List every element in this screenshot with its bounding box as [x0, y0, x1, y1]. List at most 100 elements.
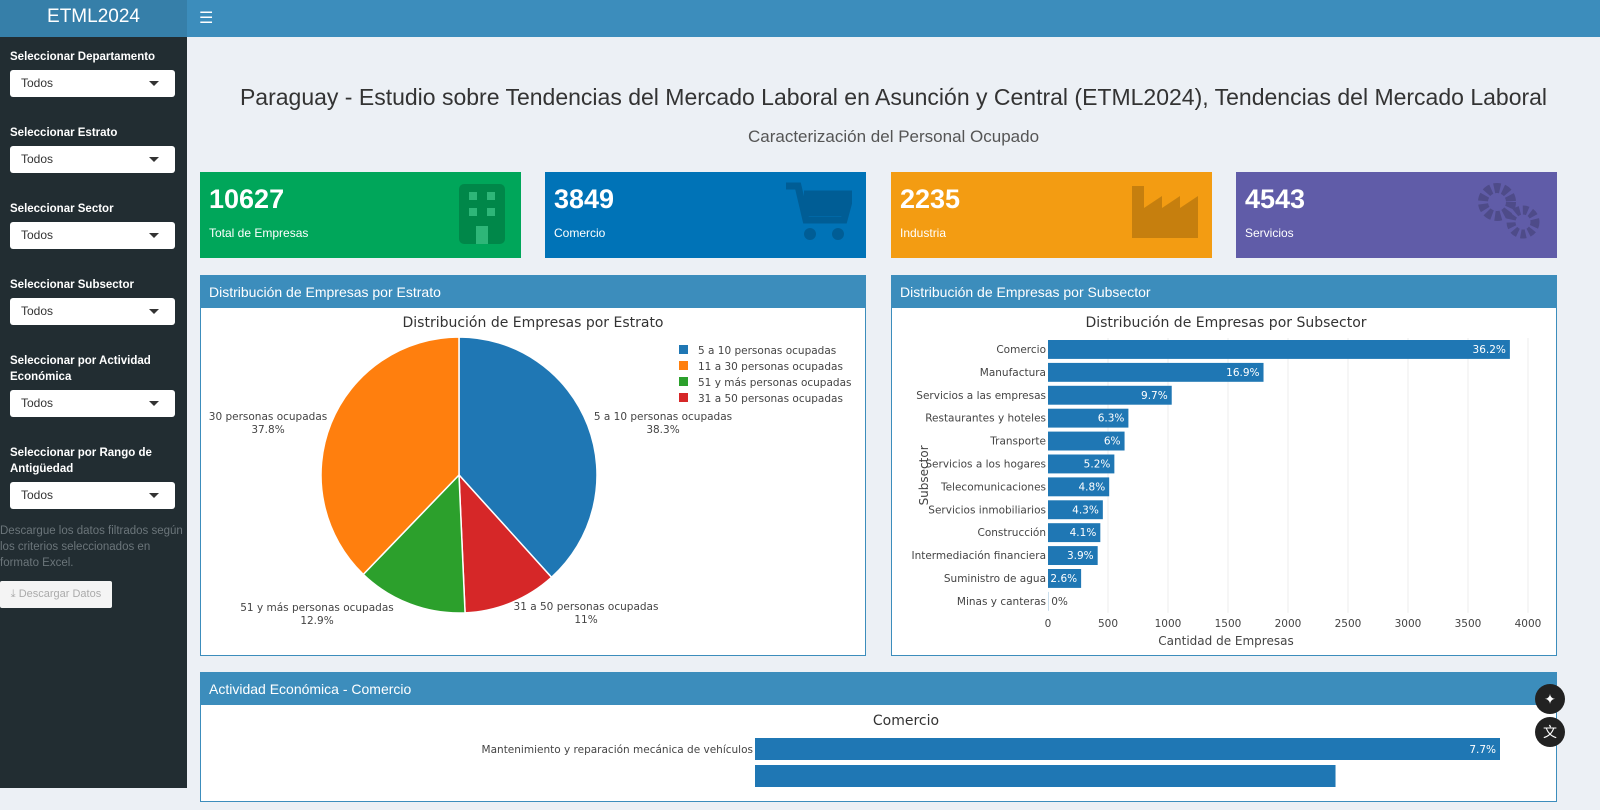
menu-toggle-icon[interactable]: ☰: [199, 8, 213, 28]
x-tick-label: 2500: [1335, 618, 1362, 630]
bar-label: 6.3%: [1098, 413, 1125, 425]
chart-title: Comercio: [873, 713, 939, 729]
value-box-label: Servicios: [1245, 226, 1294, 240]
filter-label: Seleccionar Departamento: [10, 49, 177, 65]
filter-label: Seleccionar Subsector: [10, 277, 177, 293]
x-tick-label: 2000: [1275, 618, 1302, 630]
y-tick-label: Mantenimiento y reparación mecánica de v…: [482, 744, 753, 756]
cart-icon: [786, 182, 852, 247]
industry-icon: [1132, 182, 1198, 243]
y-tick-label: Transporte: [989, 436, 1046, 448]
filter-select[interactable]: Todos: [10, 482, 175, 509]
bar-label: 16.9%: [1226, 367, 1259, 379]
value-box-label: Industria: [900, 226, 946, 240]
filter-label: Seleccionar por Actividad Económica: [10, 353, 177, 385]
bar-label: 7.7%: [1469, 744, 1496, 756]
filter-select[interactable]: Todos: [10, 146, 175, 173]
legend-entry: 5 a 10 personas ocupadas: [698, 345, 836, 357]
bar: [755, 738, 1500, 760]
y-tick-label: Comercio: [996, 344, 1046, 356]
bar-label: 6%: [1104, 436, 1121, 448]
legend-swatch: [679, 345, 688, 354]
y-axis-title: Subsector: [917, 445, 931, 505]
x-tick-label: 3000: [1395, 618, 1422, 630]
bar-label: 4.3%: [1072, 504, 1099, 516]
y-tick-label: Minas y canteras: [957, 596, 1046, 608]
legend-swatch: [679, 361, 688, 370]
filter-label: Seleccionar Estrato: [10, 125, 177, 141]
slice-percent: 12.9%: [300, 615, 333, 627]
translate-button[interactable]: 文: [1535, 717, 1565, 747]
bar-label: 4.8%: [1079, 481, 1106, 493]
bar: [755, 765, 1336, 787]
comercio-bar-chart: Comercio Mantenimiento y reparación mecán…: [201, 705, 1556, 805]
value-box: 10627 Total de Empresas: [200, 172, 521, 258]
page-title: Paraguay - Estudio sobre Tendencias del …: [187, 84, 1600, 111]
download-icon: ⤓: [11, 588, 19, 600]
bar-label: 9.7%: [1141, 390, 1168, 402]
y-tick-label: Servicios a los hogares: [925, 459, 1046, 471]
bar-label: 3.9%: [1067, 550, 1094, 562]
app-logo[interactable]: ETML2024: [0, 0, 187, 37]
legend-entry: 51 y más personas ocupadas: [698, 377, 851, 389]
value-box-number: 2235: [900, 184, 960, 215]
filter-select[interactable]: Todos: [10, 390, 175, 417]
y-tick-label: Construcción: [977, 527, 1046, 539]
slice-label: 31 a 50 personas ocupadas: [514, 601, 659, 613]
legend-swatch: [679, 393, 688, 402]
filter-label: Seleccionar por Rango de Antigüedad: [10, 445, 177, 477]
legend-entry: 31 a 50 personas ocupadas: [698, 393, 843, 405]
x-tick-label: 4000: [1515, 618, 1542, 630]
panel-title: Distribución de Empresas por Subsector: [892, 276, 1556, 308]
x-tick-label: 3500: [1455, 618, 1482, 630]
x-tick-label: 1000: [1155, 618, 1182, 630]
bar-label: 5.2%: [1084, 459, 1111, 471]
bar-label: 2.6%: [1050, 573, 1077, 585]
bar: [1048, 340, 1510, 359]
filter-select[interactable]: Todos: [10, 298, 175, 325]
ai-sparkle-button[interactable]: ✦: [1535, 684, 1565, 714]
gears-icon: [1475, 182, 1543, 245]
value-box: 2235 Industria: [891, 172, 1212, 258]
slice-percent: 37.8%: [251, 424, 284, 436]
y-tick-label: Restaurantes y hoteles: [925, 413, 1046, 425]
bar-label: 4.1%: [1070, 527, 1097, 539]
y-tick-label: Suministro de agua: [944, 573, 1046, 585]
bar-label: 36.2%: [1473, 344, 1506, 356]
download-button[interactable]: ⤓ Descargar Datos: [0, 581, 112, 608]
download-label: Descargar Datos: [19, 588, 102, 600]
chart-title: Distribución de Empresas por Subsector: [1085, 315, 1366, 331]
x-axis-title: Cantidad de Empresas: [1158, 634, 1293, 648]
x-tick-label: 0: [1045, 618, 1052, 630]
subsector-bar-chart: Distribución de Empresas por Subsector 0 5…: [892, 308, 1556, 655]
x-tick-label: 1500: [1215, 618, 1242, 630]
chart-title: Distribución de Empresas por Estrato: [402, 315, 663, 331]
y-tick-label: Servicios a las empresas: [916, 390, 1046, 402]
filter-select[interactable]: Todos: [10, 70, 175, 97]
filter-select[interactable]: Todos: [10, 222, 175, 249]
y-tick-label: Intermediación financiera: [911, 550, 1046, 562]
page-subtitle: Caracterización del Personal Ocupado: [187, 127, 1600, 147]
y-tick-label: Telecomunicaciones: [940, 481, 1046, 493]
value-box-number: 3849: [554, 184, 614, 215]
value-box: 4543 Servicios: [1236, 172, 1557, 258]
value-box-number: 10627: [209, 184, 284, 215]
sidebar: Seleccionar Departamento Todos Seleccionar…: [0, 37, 187, 788]
legend-swatch: [679, 377, 688, 386]
value-box-number: 4543: [1245, 184, 1305, 215]
x-tick-label: 500: [1098, 618, 1118, 630]
estrato-panel: Distribución de Empresas por Estrato Dis…: [200, 275, 866, 656]
subsector-panel: Distribución de Empresas por Subsector D…: [891, 275, 1557, 656]
value-box-label: Comercio: [554, 226, 605, 240]
y-tick-label: Manufactura: [980, 367, 1046, 379]
slice-label: 51 y más personas ocupadas: [240, 602, 393, 614]
y-tick-label: Servicios inmobiliarios: [928, 504, 1046, 516]
building-icon: [457, 182, 507, 251]
actividad-panel: Actividad Económica - Comercio Comercio M…: [200, 672, 1557, 802]
slice-percent: 38.3%: [646, 424, 679, 436]
slice-label: 5 a 10 personas ocupadas: [594, 411, 732, 423]
download-help-text: Descargue los datos filtrados según los …: [0, 523, 187, 571]
bar-label: 0%: [1051, 596, 1068, 608]
panel-title: Actividad Económica - Comercio: [201, 673, 1556, 705]
value-box-label: Total de Empresas: [209, 226, 308, 240]
